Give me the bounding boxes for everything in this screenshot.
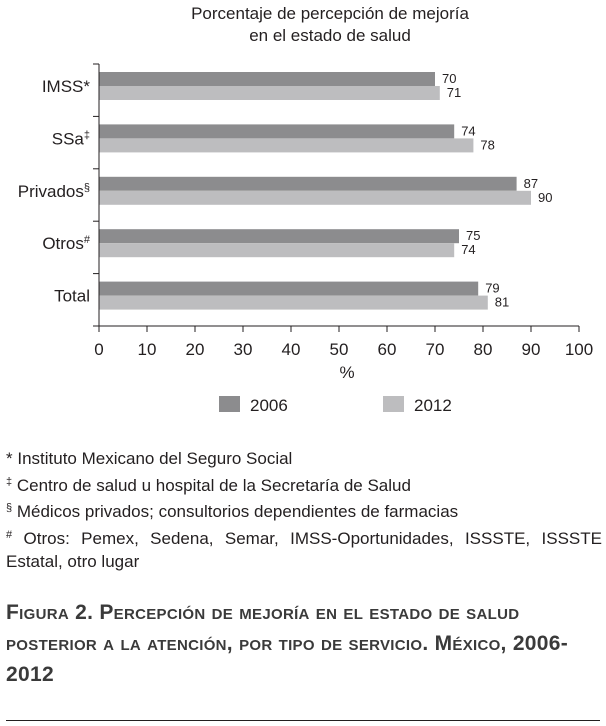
chart-title-line: en el estado de salud	[249, 26, 411, 45]
x-tick-label: 60	[378, 340, 397, 359]
bar-total-2006	[99, 281, 479, 296]
bar-total-2012	[99, 295, 488, 310]
category-label-ssa: SSa‡	[52, 129, 90, 148]
footnote-text: Instituto Mexicano del Seguro Social	[12, 449, 293, 468]
x-tick-label: 20	[186, 340, 205, 359]
x-tick-label: 100	[565, 340, 593, 359]
category-label-privados: Privados§	[18, 182, 90, 201]
footnote-text: Otros: Pemex, Sedena, Semar, IMSS-Oportu…	[6, 528, 602, 572]
bar-chart: Porcentaje de percepción de mejoría en el…	[18, 4, 593, 415]
footnotes: * Instituto Mexicano del Seguro Social ‡…	[6, 447, 602, 574]
bar-privados-2006	[99, 176, 517, 191]
x-tick-label: 10	[138, 340, 157, 359]
footnote-ssa: ‡ Centro de salud u hospital de la Secre…	[6, 471, 602, 498]
data-label: 87	[524, 176, 538, 191]
footnote-privados: § Médicos privados; consultorios dependi…	[6, 497, 602, 524]
data-label: 75	[466, 228, 480, 243]
bar-ssa-2006	[99, 124, 455, 139]
data-label: 70	[442, 71, 456, 86]
bar-imss-2006	[99, 72, 435, 86]
footnote-mark: ‡	[6, 475, 13, 488]
data-label: 71	[447, 85, 461, 100]
x-tick-label: 30	[234, 340, 253, 359]
bottom-rule	[6, 720, 600, 721]
x-tick-label: 50	[330, 340, 349, 359]
data-label: 78	[480, 137, 494, 152]
legend-swatch-2012	[383, 396, 404, 412]
footnote-text: Centro de salud u hospital de la Secreta…	[12, 475, 411, 495]
x-tick-label: 70	[426, 340, 445, 359]
legend-label-2006: 2006	[250, 396, 288, 415]
bar-otros-2012	[99, 243, 455, 258]
footnote-mark: §	[6, 502, 13, 514]
chart-title-line: Porcentaje de percepción de mejoría	[191, 4, 469, 23]
footnote-mark: #	[6, 528, 13, 541]
legend-swatch-2006	[219, 396, 240, 412]
category-label-total: Total	[54, 287, 90, 306]
x-tick-label: 40	[282, 340, 301, 359]
bar-otros-2006	[99, 229, 459, 244]
data-label: 74	[461, 242, 475, 257]
footnote-text: Médicos privados; consultorios dependien…	[12, 502, 459, 521]
data-label: 90	[538, 190, 552, 205]
x-tick-label: 80	[474, 340, 493, 359]
category-label-otros: Otros#	[42, 234, 91, 253]
footnote-mark: *	[6, 449, 13, 468]
x-tick-label: 0	[94, 340, 103, 359]
footnote-otros: # Otros: Pemex, Sedena, Semar, IMSS-Opor…	[6, 524, 602, 574]
figure-caption: Figura 2. Percepción de mejoría en el es…	[6, 601, 569, 686]
bar-ssa-2012	[99, 138, 474, 153]
data-label: 79	[485, 281, 499, 296]
data-label: 74	[461, 123, 475, 138]
legend-label-2012: 2012	[414, 396, 452, 415]
footnote-imss: * Instituto Mexicano del Seguro Social	[6, 447, 602, 471]
data-label: 81	[495, 295, 509, 310]
category-label-imss: IMSS*	[42, 77, 91, 96]
bar-imss-2012	[99, 86, 440, 100]
x-tick-label: 90	[522, 340, 541, 359]
x-axis-label: %	[339, 363, 354, 382]
bar-privados-2012	[99, 190, 531, 205]
